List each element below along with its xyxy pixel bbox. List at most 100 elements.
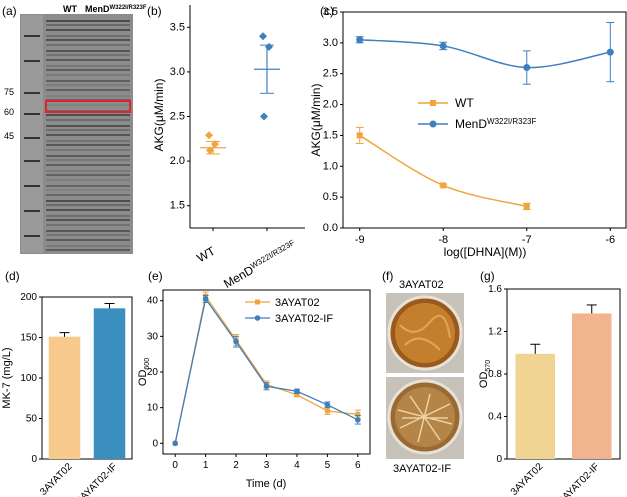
chart-e-y-tick-label: 30 bbox=[147, 331, 159, 342]
gel-band bbox=[46, 144, 130, 146]
chart-e-y-tick-label: 40 bbox=[147, 296, 159, 307]
gel-marker-45: 45 bbox=[4, 131, 14, 141]
gel-band bbox=[46, 80, 130, 82]
gel-band bbox=[46, 170, 130, 172]
gel-band bbox=[46, 185, 130, 187]
gel-band bbox=[46, 249, 130, 251]
chart-e-point bbox=[324, 402, 331, 408]
chart-c-x-tick-label: -6 bbox=[605, 234, 615, 246]
panel-label-c: (c) bbox=[320, 4, 334, 18]
gel-band bbox=[46, 234, 130, 236]
chart-g-bar bbox=[571, 313, 612, 459]
chart-c-legend-label-wt: WT bbox=[455, 96, 474, 110]
chart-e-x-tick-label: 1 bbox=[203, 460, 209, 471]
chart-d-mk7-bar: 0 50 100 150 200 3AYAT02 3AYAT02-IF MK-7 (mg/L) bbox=[1, 292, 133, 497]
panel-label-b: (b) bbox=[147, 4, 162, 18]
gel-band bbox=[46, 209, 130, 211]
gel-band bbox=[46, 155, 130, 157]
chart-e-x-tick-label: 4 bbox=[294, 460, 300, 471]
gel-band bbox=[46, 39, 130, 41]
gel-band bbox=[46, 219, 130, 221]
photos-panel: 3AYAT02 3AYAT02-IF bbox=[386, 279, 464, 475]
chart-c-point bbox=[356, 132, 363, 139]
chart-c-x-tick-label: -8 bbox=[438, 234, 448, 246]
gel-band bbox=[46, 164, 130, 166]
chart-e-x-tick-label: 5 bbox=[325, 460, 331, 471]
gel-band bbox=[46, 119, 130, 121]
gel-ladder-band bbox=[24, 92, 40, 94]
chart-c-y-tick-label: 1.5 bbox=[323, 129, 338, 141]
photo-top-culture bbox=[395, 303, 455, 363]
chart-e-legend-marker-2 bbox=[254, 315, 261, 321]
chart-d-bar bbox=[48, 336, 81, 459]
gel-band bbox=[46, 245, 130, 247]
chart-e-x-tick-label: 0 bbox=[172, 460, 178, 471]
gel-band bbox=[46, 200, 130, 202]
chart-c-legend-label-mend: MenDW322I/R323F bbox=[455, 117, 536, 131]
panel-label-a: (a) bbox=[2, 4, 17, 18]
chart-d-y-tick-label: 0 bbox=[31, 454, 37, 465]
gel-band bbox=[46, 89, 130, 91]
chart-c-y-tick-label: 0.0 bbox=[323, 222, 338, 234]
chart-c-legend-marker-wt bbox=[430, 100, 436, 106]
gel-band bbox=[46, 134, 130, 136]
gel-band bbox=[46, 20, 130, 22]
chart-c-x-label: log([DHNA](M)) bbox=[444, 245, 527, 259]
chart-b-point bbox=[260, 112, 268, 121]
chart-c-point bbox=[606, 48, 614, 56]
gel-band bbox=[46, 149, 130, 151]
chart-d-bar bbox=[93, 308, 126, 459]
gel-marker-60: 60 bbox=[4, 107, 14, 117]
gel-band bbox=[46, 54, 130, 56]
panel-label-e: (e) bbox=[148, 269, 163, 283]
chart-g-bar bbox=[515, 353, 556, 459]
gel-band bbox=[46, 204, 130, 206]
photo-top-label: 3AYAT02 bbox=[399, 279, 444, 291]
chart-e-y-tick-label: 20 bbox=[147, 367, 159, 378]
chart-e-legend-label-2: 3AYAT02-IF bbox=[275, 313, 333, 325]
chart-c-point bbox=[439, 42, 447, 50]
photo-top-biofilm bbox=[399, 314, 451, 351]
gel-band bbox=[46, 59, 130, 61]
gel-band bbox=[46, 129, 130, 131]
gel-band bbox=[46, 24, 130, 26]
gel-band bbox=[46, 189, 130, 191]
chart-g-x-label: 3AYAT02-IF bbox=[557, 461, 602, 497]
gel-ladder-band bbox=[24, 35, 40, 37]
gel-panel: WT MenDW322I/R323F 75 60 45 bbox=[4, 4, 147, 254]
chart-e-x-tick-label: 2 bbox=[233, 460, 239, 471]
gel-band bbox=[46, 179, 130, 181]
chart-b-y-tick-label: 1.5 bbox=[170, 200, 185, 212]
chart-c-legend-marker-mend bbox=[429, 120, 437, 128]
chart-c-x-tick-label: -9 bbox=[355, 234, 365, 246]
chart-d-y-tick-label: 100 bbox=[20, 373, 37, 384]
panel-label-f: (f) bbox=[382, 269, 393, 283]
gel-lane-label-wt: WT bbox=[63, 4, 77, 14]
chart-g-y-tick-label: 1.6 bbox=[488, 284, 502, 295]
chart-e-point bbox=[172, 440, 178, 447]
gel-ladder-band bbox=[24, 60, 40, 62]
chart-b-y-tick-label: 3.5 bbox=[170, 21, 185, 33]
gel-marker-75: 75 bbox=[4, 87, 14, 97]
chart-e-point bbox=[263, 383, 270, 390]
photo-bottom-label: 3AYAT02-IF bbox=[393, 463, 451, 475]
gel-ladder-band bbox=[24, 185, 40, 187]
chart-e-point bbox=[294, 388, 300, 395]
gel-highlight-box bbox=[45, 100, 131, 113]
gel-ladder-band bbox=[24, 160, 40, 162]
chart-b-point bbox=[205, 131, 213, 140]
gel-band bbox=[46, 95, 130, 97]
gel-band bbox=[46, 174, 130, 176]
chart-e-point bbox=[233, 338, 239, 345]
chart-e-x-label: Time (d) bbox=[246, 478, 287, 490]
chart-e-x-tick-label: 6 bbox=[355, 460, 361, 471]
chart-b-point bbox=[259, 32, 267, 41]
chart-c-y-label: AKG(μM/min) bbox=[309, 84, 323, 157]
gel-band bbox=[46, 69, 130, 71]
gel-band bbox=[46, 35, 130, 37]
chart-e-od600-time: 0 10 20 30 40 0 1 2 3 4 5 6 Time (d) OD600 3AYAT02 3AYA… bbox=[137, 289, 371, 490]
gel-band bbox=[46, 29, 130, 31]
chart-d-y-tick-label: 200 bbox=[20, 292, 37, 303]
gel-band bbox=[46, 114, 130, 116]
